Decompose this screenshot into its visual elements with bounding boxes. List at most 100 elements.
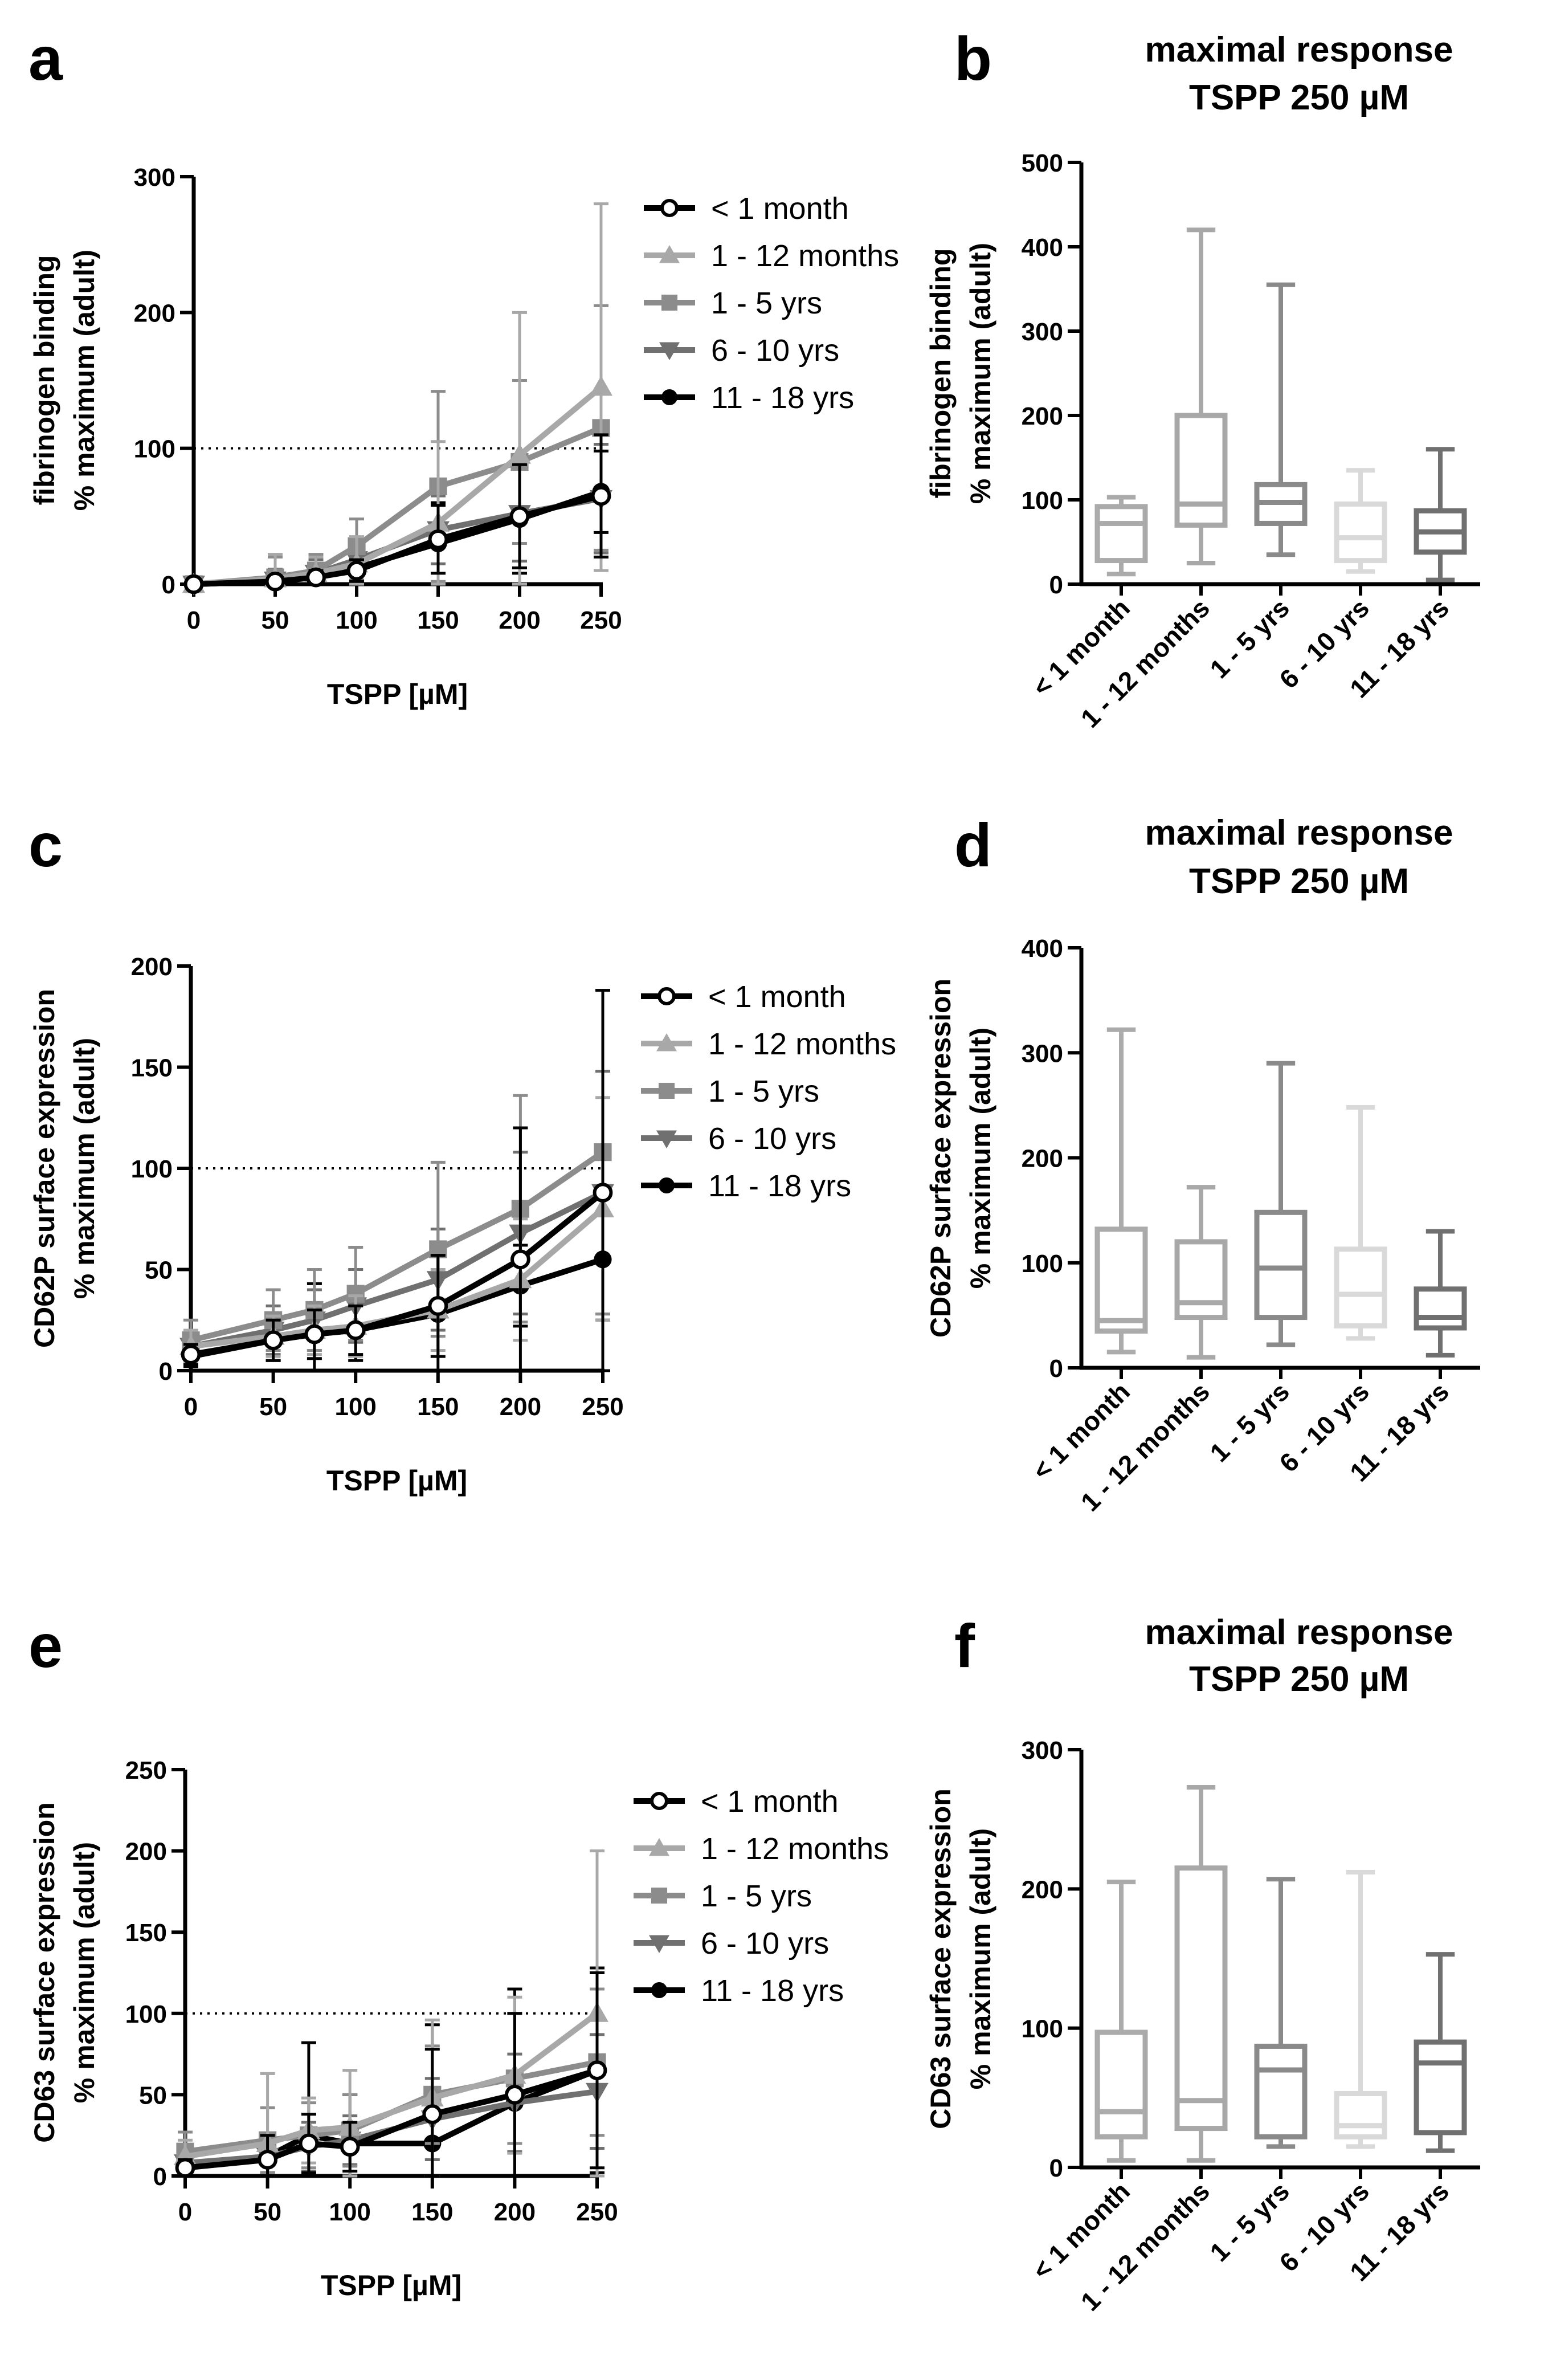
y-axis-label-line1-b: fibrinogen binding bbox=[925, 248, 957, 499]
iqr-box bbox=[1334, 2091, 1387, 2139]
box-d-4 bbox=[1414, 1229, 1467, 1358]
legend-label: < 1 month bbox=[708, 980, 846, 1014]
legend-entry-c-1: 1 - 12 months bbox=[641, 1027, 896, 1061]
iqr-box bbox=[1174, 1239, 1228, 1321]
box-f-4 bbox=[1414, 1952, 1467, 2153]
legend-entry-c-3: 6 - 10 yrs bbox=[641, 1122, 836, 1156]
legend-entry-a-3: 6 - 10 yrs bbox=[644, 333, 839, 368]
y-tick-label-d: 400 bbox=[1022, 935, 1063, 963]
data-point bbox=[510, 1249, 530, 1270]
data-point bbox=[299, 2133, 319, 2154]
y-axis-label-line1-c: CD62P surface expression bbox=[28, 989, 60, 1348]
legend-entry-c-2: 1 - 5 yrs bbox=[641, 1074, 819, 1109]
x-tick-label-a: 0 bbox=[187, 606, 201, 634]
y-tick-label-a: 200 bbox=[134, 299, 175, 327]
y-tick-label-b: 500 bbox=[1022, 149, 1063, 177]
legend-marker bbox=[659, 245, 680, 263]
data-point bbox=[428, 529, 448, 549]
data-point bbox=[587, 2060, 607, 2081]
y-tick-label-d: 0 bbox=[1049, 1355, 1063, 1383]
chart-title-line2-f: TSPP 250 µM bbox=[1189, 1660, 1409, 1699]
legend-marker bbox=[660, 199, 679, 217]
data-point bbox=[306, 567, 326, 588]
y-tick-label-f: 100 bbox=[1022, 2015, 1063, 2043]
legend-entry-e-3: 6 - 10 yrs bbox=[634, 1926, 829, 1961]
y-tick-label-e: 200 bbox=[125, 1838, 167, 1866]
panel-label-f: f bbox=[954, 1611, 975, 1680]
legend-label: 6 - 10 yrs bbox=[701, 1926, 829, 1961]
legend-entry-e-1: 1 - 12 months bbox=[634, 1832, 889, 1866]
chart-e: 0 50 100 150 200 250 0 50 100 150 200 250 CD63 surfa… bbox=[28, 1757, 889, 2301]
series-a-4 bbox=[185, 449, 610, 593]
y-tick-label-e: 150 bbox=[125, 1919, 167, 1947]
panel-label-c: c bbox=[28, 810, 63, 879]
series-e-0 bbox=[175, 1971, 607, 2178]
legend-marker bbox=[657, 987, 676, 1005]
series-line bbox=[185, 2088, 598, 2166]
box-b-4 bbox=[1414, 447, 1467, 582]
y-axis-label-line2-c: % maximum (adult) bbox=[68, 1038, 100, 1299]
x-axis-label-e: TSPP [µM] bbox=[321, 2269, 461, 2301]
y-tick-label-e: 250 bbox=[125, 1757, 167, 1784]
y-tick-label-c: 200 bbox=[131, 953, 173, 981]
legend-entry-c-0: < 1 month bbox=[641, 980, 846, 1014]
y-tick-label-f: 200 bbox=[1022, 1876, 1063, 1904]
x-tick-label-c: 0 bbox=[184, 1393, 198, 1421]
box-f-3 bbox=[1334, 1870, 1387, 2149]
chart-b: maximal response TSPP 250 µM 0 100 200 300 400… bbox=[925, 30, 1480, 733]
legend-marker bbox=[651, 1887, 668, 1904]
y-axis-label-line2-e: % maximum (adult) bbox=[68, 1842, 100, 2103]
legend-entry-a-1: 1 - 12 months bbox=[644, 239, 899, 273]
chart-title-line2-d: TSPP 250 µM bbox=[1189, 862, 1409, 901]
data-point bbox=[265, 571, 285, 592]
data-point bbox=[181, 1344, 201, 1365]
legend-entry-a-4: 11 - 18 yrs bbox=[644, 381, 854, 415]
x-tick-label-c: 150 bbox=[417, 1393, 459, 1421]
series-line bbox=[185, 2067, 598, 2171]
x-tick-label-a: 200 bbox=[499, 606, 540, 634]
legend-marker bbox=[649, 1838, 669, 1856]
y-tick-label-c: 150 bbox=[131, 1054, 173, 1082]
legend-marker bbox=[656, 1130, 677, 1148]
legend-label: 6 - 10 yrs bbox=[708, 1122, 836, 1156]
box-b-3 bbox=[1334, 468, 1387, 574]
data-point bbox=[183, 574, 204, 594]
data-point bbox=[263, 1330, 284, 1351]
legend-marker bbox=[656, 1033, 677, 1052]
y-tick-label-c: 100 bbox=[131, 1155, 173, 1183]
y-tick-label-b: 400 bbox=[1022, 234, 1063, 262]
x-axis-label-a: TSPP [µM] bbox=[327, 678, 468, 710]
iqr-box bbox=[1414, 2039, 1467, 2136]
x-tick-label-c: 50 bbox=[259, 1393, 287, 1421]
data-point bbox=[346, 560, 367, 581]
legend-entry-e-0: < 1 month bbox=[634, 1784, 839, 1819]
box-d-1 bbox=[1174, 1185, 1228, 1360]
x-tick-label-a: 100 bbox=[336, 606, 377, 634]
legend-label: 11 - 18 yrs bbox=[708, 1169, 851, 1203]
box-f-0 bbox=[1094, 1880, 1148, 2163]
legend-marker bbox=[650, 1792, 668, 1810]
series-line bbox=[193, 489, 602, 587]
panel-label-a: a bbox=[28, 24, 63, 93]
series-c-2 bbox=[182, 989, 612, 1362]
x-tick-label-e: 50 bbox=[254, 2198, 281, 2226]
box-b-2 bbox=[1254, 282, 1308, 557]
legend-label: < 1 month bbox=[701, 1784, 839, 1819]
series-c-0 bbox=[181, 989, 613, 1372]
y-axis-label-line2-b: % maximum (adult) bbox=[965, 243, 996, 504]
x-tick-label-e: 150 bbox=[411, 2198, 453, 2226]
data-point bbox=[505, 2085, 525, 2105]
y-axis-label-line1-e: CD63 surface expression bbox=[28, 1802, 60, 2143]
legend-entry-e-2: 1 - 5 yrs bbox=[634, 1879, 812, 1913]
data-point bbox=[509, 506, 530, 527]
box-b-0 bbox=[1094, 495, 1148, 577]
chart-d: maximal response TSPP 250 µM 0 100 200 300 400… bbox=[925, 813, 1480, 1517]
chart-title-line1-b: maximal response bbox=[1145, 30, 1453, 70]
data-point bbox=[593, 1183, 613, 1203]
legend-marker bbox=[649, 1935, 669, 1953]
legend-label: 1 - 12 months bbox=[711, 239, 899, 273]
legend-label: 1 - 5 yrs bbox=[711, 286, 822, 320]
chart-title-line1-f: maximal response bbox=[1145, 1613, 1453, 1652]
y-tick-label-b: 200 bbox=[1022, 402, 1063, 430]
